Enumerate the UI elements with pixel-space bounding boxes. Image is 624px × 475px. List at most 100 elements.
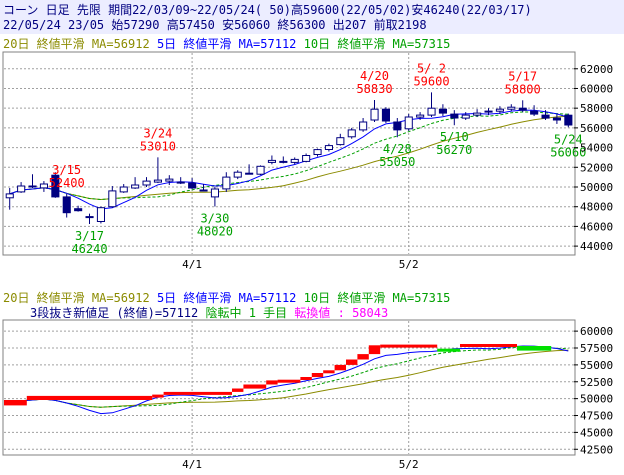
top-ytick-label-8: 60000: [580, 82, 613, 95]
renko-block-0: [4, 400, 27, 406]
bottom-legend-ma10: 10日 終値平滑 MA=57315: [304, 290, 451, 305]
low-label-value-6: 48020: [197, 225, 233, 239]
top-xlabel-1: 5/2: [399, 258, 419, 271]
top-ytick-label-7: 58000: [580, 102, 613, 115]
bottom-info-state: 陰転中 1 手目: [205, 305, 287, 320]
bottom-legend: 20日 終値平滑 MA=56912 5日 終値平滑 MA=57112 10日 終…: [3, 290, 450, 305]
low-label-date-6: 3/30: [200, 212, 229, 226]
bottom-x-axis: 4/1 5/2: [182, 458, 418, 471]
top-ytick-label-6: 56000: [580, 122, 613, 135]
bottom-xlabel-0: 4/1: [182, 458, 202, 471]
header-line-2: 22/05/24 23/05 始57290 高57450 安56060 終563…: [3, 17, 427, 32]
bottom-ytick-label-3: 50000: [580, 393, 613, 406]
top-candles: [5, 92, 573, 225]
renko-block-5: [243, 384, 267, 389]
top-ytick-label-0: 44000: [580, 240, 613, 253]
bottom-info-reversal: 転換値 : 58043: [294, 305, 388, 320]
high-label-date-2: 4/20: [360, 69, 389, 83]
low-label-date-9: 5/24: [554, 132, 583, 146]
top-ytick-label-3: 50000: [580, 181, 613, 194]
bottom-info-renko: 3段抜き新値足 (終値)=57112: [30, 305, 198, 320]
candle-body-3: [39, 183, 49, 189]
candle-body-31: [359, 121, 368, 131]
candle-body-43: [495, 108, 504, 112]
low-label-value-5: 46240: [71, 242, 107, 256]
candle-body-40: [461, 114, 470, 119]
candle-body-29: [336, 137, 345, 146]
top-line-ma10: [9, 111, 569, 201]
top-plot-area: [2, 51, 576, 256]
candle-body-36: [416, 114, 425, 118]
bottom-renko-blocks: [4, 344, 552, 406]
high-label-value-1: 53010: [140, 139, 176, 153]
renko-block-15: [380, 344, 438, 348]
candle-body-16: [188, 182, 197, 189]
top-ytick-label-1: 46000: [580, 220, 613, 233]
candle-body-23: [267, 159, 276, 163]
candle-body-4: [51, 174, 60, 198]
bottom-ytick-label-2: 47500: [580, 410, 613, 423]
bottom-ytick-label-1: 45000: [580, 426, 613, 439]
candle-body-15: [176, 181, 185, 184]
bottom-line-ma10: [9, 346, 569, 408]
candle-body-44: [507, 106, 516, 110]
candle-body-47: [541, 114, 550, 119]
renko-block-1: [26, 395, 153, 400]
renko-block-12: [346, 359, 358, 365]
high-label-value-2: 58830: [356, 82, 392, 96]
candle-body-20: [233, 171, 242, 178]
renko-block-6: [266, 380, 278, 385]
high-label-date-4: 5/17: [508, 69, 537, 83]
bottom-ytick-label-7: 60000: [580, 325, 613, 338]
bottom-plot-area: [2, 319, 576, 456]
candle-body-0: [5, 193, 14, 199]
candle-body-14: [165, 178, 174, 182]
top-ytick-label-2: 48000: [580, 201, 613, 214]
bottom-ytick-label-4: 52500: [580, 376, 613, 389]
top-legend-ma10: 10日 終値平滑 MA=57315: [304, 36, 451, 51]
low-label-value-9: 56060: [550, 145, 586, 159]
candle-body-39: [450, 113, 459, 119]
low-label-date-7: 4/28: [383, 142, 412, 156]
candle-body-37: [427, 107, 436, 116]
renko-block-14: [368, 345, 381, 355]
candle-body-8: [96, 207, 106, 222]
bottom-legend-ma20: 20日 終値平滑 MA=56912: [3, 290, 150, 305]
candle-body-24: [279, 160, 288, 163]
top-legend: 20日 終値平滑 MA=56912 5日 終値平滑 MA=57112 10日 終…: [3, 36, 450, 51]
candle-body-10: [119, 186, 128, 193]
candle-body-6: [74, 208, 83, 212]
renko-block-10: [323, 370, 335, 374]
candle-body-2: [28, 185, 37, 188]
bottom-info: 3段抜き新値足 (終値)=57112 陰転中 1 手目 転換値 : 58043: [30, 305, 388, 320]
candle-body-7: [85, 216, 94, 219]
candle-body-33: [381, 108, 390, 122]
top-ytick-label-9: 62000: [580, 63, 613, 76]
bottom-moving-averages: [9, 345, 569, 415]
candle-body-21: [245, 172, 254, 175]
high-label-value-4: 58800: [505, 82, 541, 96]
bottom-xlabel-1: 5/2: [399, 458, 419, 471]
candle-body-48: [552, 117, 562, 121]
high-label-value-0: 52400: [49, 176, 85, 190]
candle-body-28: [324, 145, 333, 151]
top-xlabel-0: 4/1: [182, 258, 202, 271]
renko-block-11: [334, 364, 346, 371]
renko-block-4: [232, 388, 244, 392]
header-band: [0, 0, 624, 34]
top-legend-ma5: 5日 終値平滑 MA=57112: [157, 36, 296, 51]
bottom-ytick-label-5: 55000: [580, 359, 613, 372]
candle-body-12: [142, 180, 151, 186]
candle-body-11: [131, 184, 140, 189]
candle-body-19: [222, 176, 231, 190]
candle-body-35: [404, 116, 413, 130]
renko-block-3: [163, 391, 232, 395]
candle-body-32: [370, 108, 379, 121]
candle-body-1: [17, 185, 26, 193]
top-legend-ma20: 20日 終値平滑 MA=56912: [3, 36, 150, 51]
candle-body-38: [438, 108, 447, 114]
bottom-y-axis: 42500 45000 47500 50000 52500 55000 57500 60000: [574, 325, 613, 456]
candle-body-46: [530, 110, 539, 115]
renko-block-17: [460, 344, 517, 347]
